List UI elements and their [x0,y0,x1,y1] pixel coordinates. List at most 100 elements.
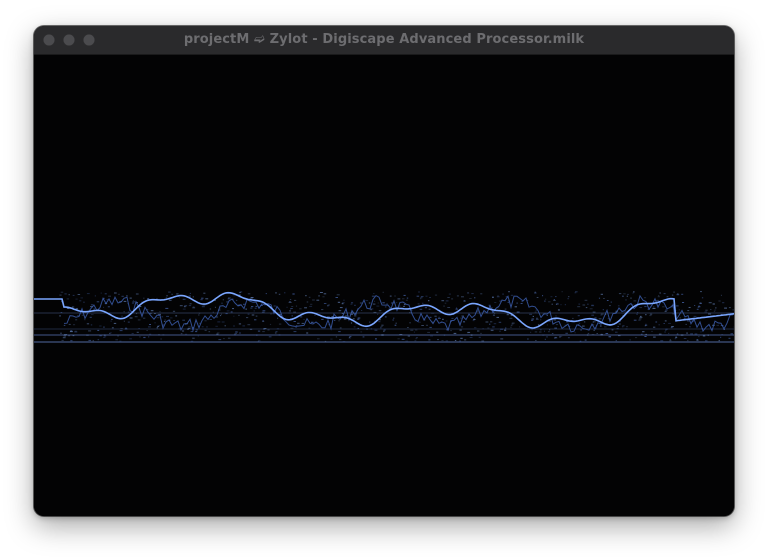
noise-speck [534,291,536,293]
noise-speck [273,305,276,307]
noise-speck [317,338,320,340]
noise-speck [339,339,342,341]
noise-speck [544,300,546,302]
noise-speck [192,337,195,339]
noise-speck [251,306,254,308]
noise-speck [672,313,676,315]
noise-speck [718,340,720,342]
noise-speck [293,321,296,322]
noise-speck [353,326,356,328]
noise-speck [350,312,354,314]
zoom-button[interactable] [83,34,95,46]
noise-speck [416,295,420,297]
noise-speck [531,319,534,321]
noise-speck [221,321,225,323]
noise-speck [114,292,117,294]
noise-speck [409,312,411,314]
title-bar[interactable]: projectM ➫ Zylot - Digiscape Advanced Pr… [34,26,734,55]
noise-speck [311,321,314,323]
noise-speck [268,336,272,338]
noise-speck [348,337,351,339]
noise-speck [327,324,331,326]
noise-speck [520,303,523,304]
noise-speck [429,297,431,298]
noise-speck [600,333,603,335]
noise-speck [583,321,586,323]
noise-speck [176,293,179,295]
noise-speck [370,309,372,311]
noise-speck [633,300,637,302]
noise-speck [669,339,671,341]
noise-speck [463,300,466,302]
noise-speck [481,340,485,342]
noise-speck [77,294,81,295]
noise-speck [389,295,392,297]
noise-speck [339,307,343,309]
noise-speck [429,316,432,318]
visualizer-canvas[interactable] [34,55,734,516]
noise-speck [304,307,307,309]
noise-speck [555,324,559,326]
noise-speck [482,328,484,330]
noise-speck [381,334,384,336]
noise-speck [361,310,363,311]
close-button[interactable] [43,34,55,46]
noise-speck [652,307,656,309]
noise-speck [574,332,576,334]
noise-speck [262,320,264,322]
noise-speck [467,292,470,294]
noise-speck [251,314,255,316]
noise-speck [262,310,266,312]
noise-speck [491,307,493,309]
noise-speck [516,302,518,304]
noise-speck [270,313,273,315]
noise-speck [84,319,86,321]
noise-speck [721,334,724,335]
noise-speck [321,309,324,311]
noise-speck [160,338,162,340]
noise-speck [190,331,194,333]
noise-speck [335,297,338,298]
noise-speck [694,305,696,306]
noise-speck [676,333,679,335]
noise-speck [119,340,122,342]
noise-speck [215,325,218,327]
noise-speck [606,300,609,301]
minimize-button[interactable] [63,34,75,46]
noise-speck [195,329,198,331]
noise-speck [257,330,261,332]
noise-speck [294,299,297,301]
noise-speck [150,310,154,312]
noise-speck [227,337,231,339]
noise-speck [624,311,627,313]
noise-speck [232,308,234,309]
noise-speck [147,298,149,299]
noise-speck [233,325,235,327]
noise-speck [584,339,587,341]
noise-speck [198,314,200,316]
noise-speck [448,293,451,295]
noise-speck [632,292,634,294]
noise-speck [720,336,722,338]
noise-speck [688,307,691,308]
noise-speck [70,340,73,342]
noise-speck [97,339,100,341]
noise-speck [619,321,621,322]
noise-speck [687,320,690,322]
noise-speck [626,326,628,328]
noise-speck [480,332,482,334]
noise-speck [405,299,408,301]
noise-speck [658,333,662,335]
noise-speck [660,340,664,342]
waveform-main [34,291,734,329]
noise-speck [382,291,384,293]
noise-speck [460,326,464,328]
noise-speck [643,297,647,299]
noise-speck [239,292,241,293]
noise-speck [115,339,118,341]
noise-speck [676,293,679,295]
noise-speck [104,334,106,336]
noise-speck [616,328,619,330]
noise-speck [371,295,375,297]
noise-speck [373,293,375,294]
